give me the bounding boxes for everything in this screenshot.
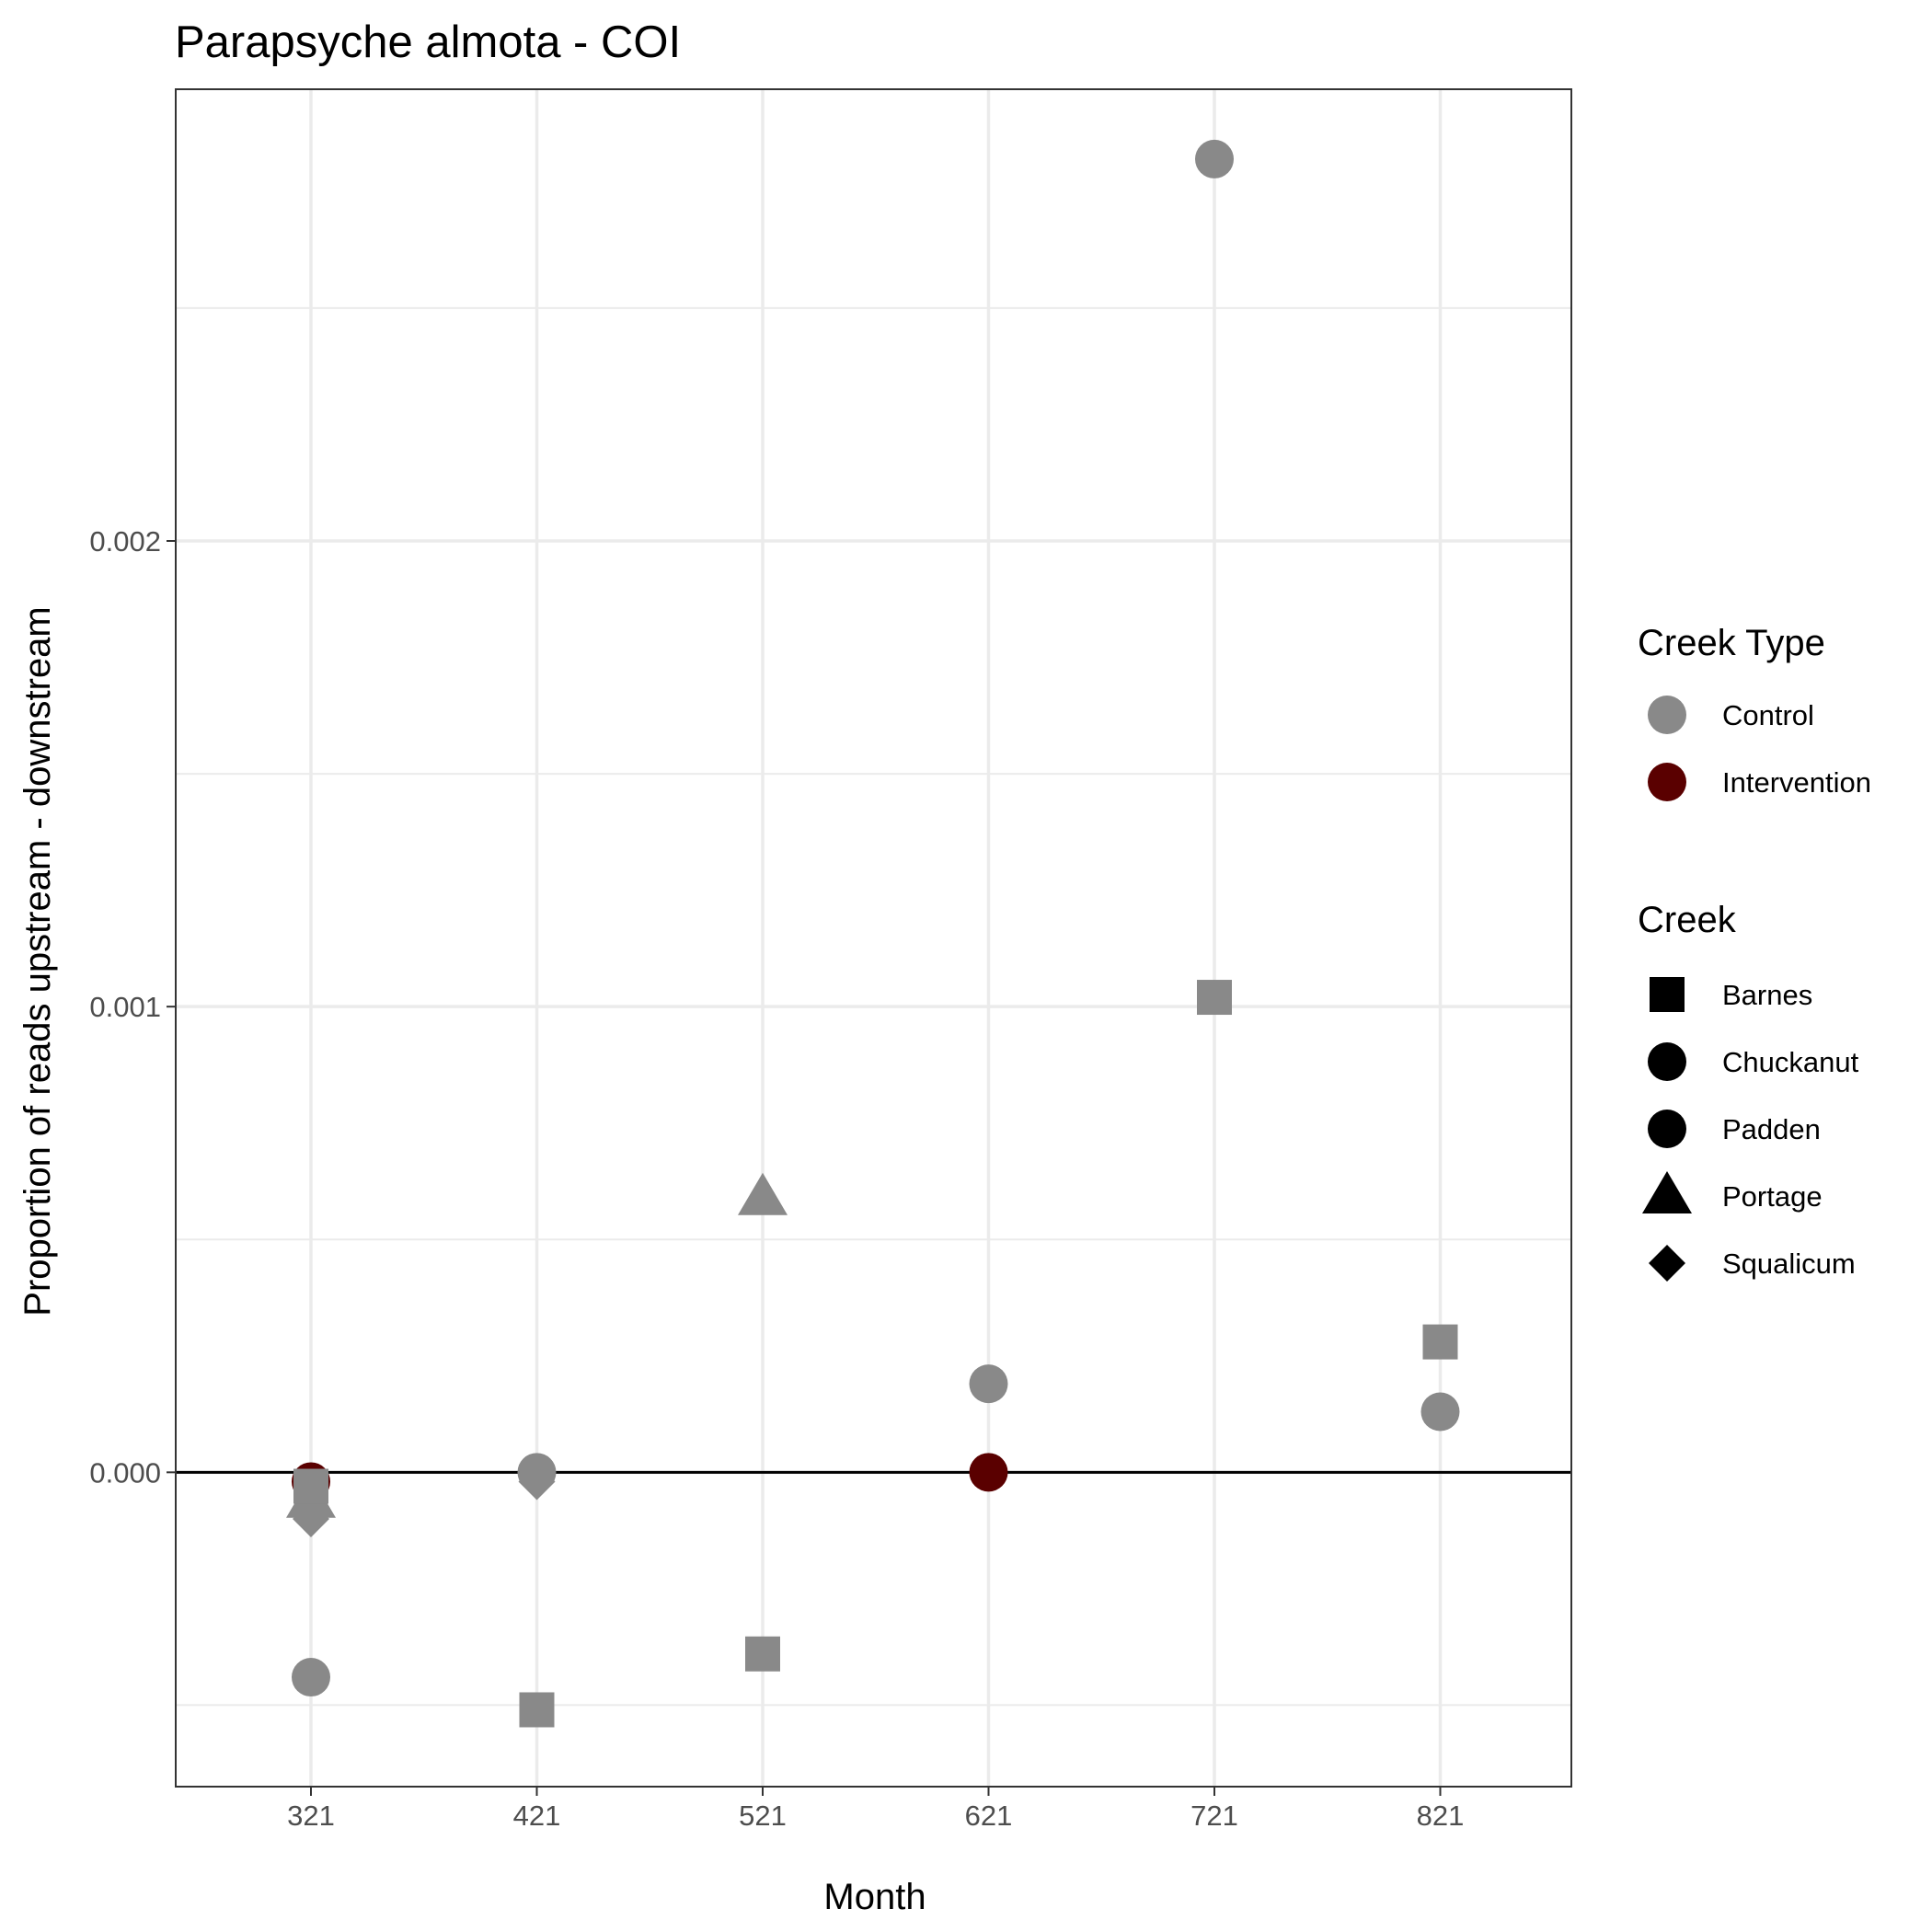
legend-title-creek: Creek [1638,900,1737,940]
x-tick-label: 621 [965,1800,1013,1832]
legend-key-intervention [1648,763,1686,801]
legend-label-control: Control [1722,699,1814,731]
x-tick-label: 721 [1190,1800,1238,1832]
data-point-barnes-421 [519,1692,555,1728]
legend-key-padden [1648,1110,1686,1148]
x-tick-label: 421 [513,1800,561,1832]
data-point-padden-321 [292,1658,330,1697]
legend-label-chuckanut: Chuckanut [1722,1046,1859,1078]
legend-label-squalicum: Squalicum [1722,1248,1856,1280]
data-point-squalicum-321 [293,1500,329,1537]
x-tick-label: 821 [1417,1800,1465,1832]
legend-title-creek-type: Creek Type [1638,623,1825,663]
plot-border [175,88,1572,1788]
data-point-padden-821 [1420,1392,1460,1432]
plot-panel [176,89,1571,1787]
x-tick-label: 521 [739,1800,787,1832]
legend-key-portage [1642,1171,1692,1213]
legend-label-intervention: Intervention [1722,766,1871,799]
y-tick-label: 0.001 [89,991,161,1023]
data-point-portage-521 [738,1172,788,1215]
legend: Creek Type Control Intervention Creek Bar… [1638,623,1871,1282]
data-point-barnes-821 [1422,1324,1458,1360]
legend-creek: Barnes Chuckanut Padden Portage Squalicum [1642,977,1859,1282]
legend-key-control [1648,696,1686,734]
legend-key-chuckanut [1648,1042,1686,1081]
minor-gridlines [176,306,1571,1707]
data-point-barnes-321 [293,1468,328,1504]
data-point-padden-421 [517,1453,557,1492]
legend-label-padden: Padden [1722,1113,1821,1145]
x-tick-label: 321 [287,1800,335,1832]
legend-label-portage: Portage [1722,1180,1823,1213]
y-axis: 0.000 0.001 0.002 [89,525,176,1489]
legend-creek-type: Control Intervention [1648,696,1871,801]
legend-key-squalicum [1649,1245,1685,1282]
data-point-barnes-521 [745,1636,780,1672]
legend-key-barnes [1650,977,1685,1012]
y-tick-label: 0.002 [89,525,161,558]
data-point-chuckanut-621 [969,1453,1008,1492]
data-points [286,139,1460,1728]
chart-title: Parapsyche almota - COI [175,17,681,67]
y-axis-title: Proportion of reads upstream - downstrea… [17,606,58,1316]
x-axis-title: Month [823,1877,926,1917]
data-point-padden-721 [1195,139,1234,178]
data-point-barnes-721 [1197,980,1232,1016]
y-tick-label: 0.000 [89,1456,161,1489]
legend-label-barnes: Barnes [1722,979,1812,1011]
x-axis: 321 421 521 621 721 821 [287,1787,1464,1832]
data-point-padden-621 [969,1364,1008,1404]
